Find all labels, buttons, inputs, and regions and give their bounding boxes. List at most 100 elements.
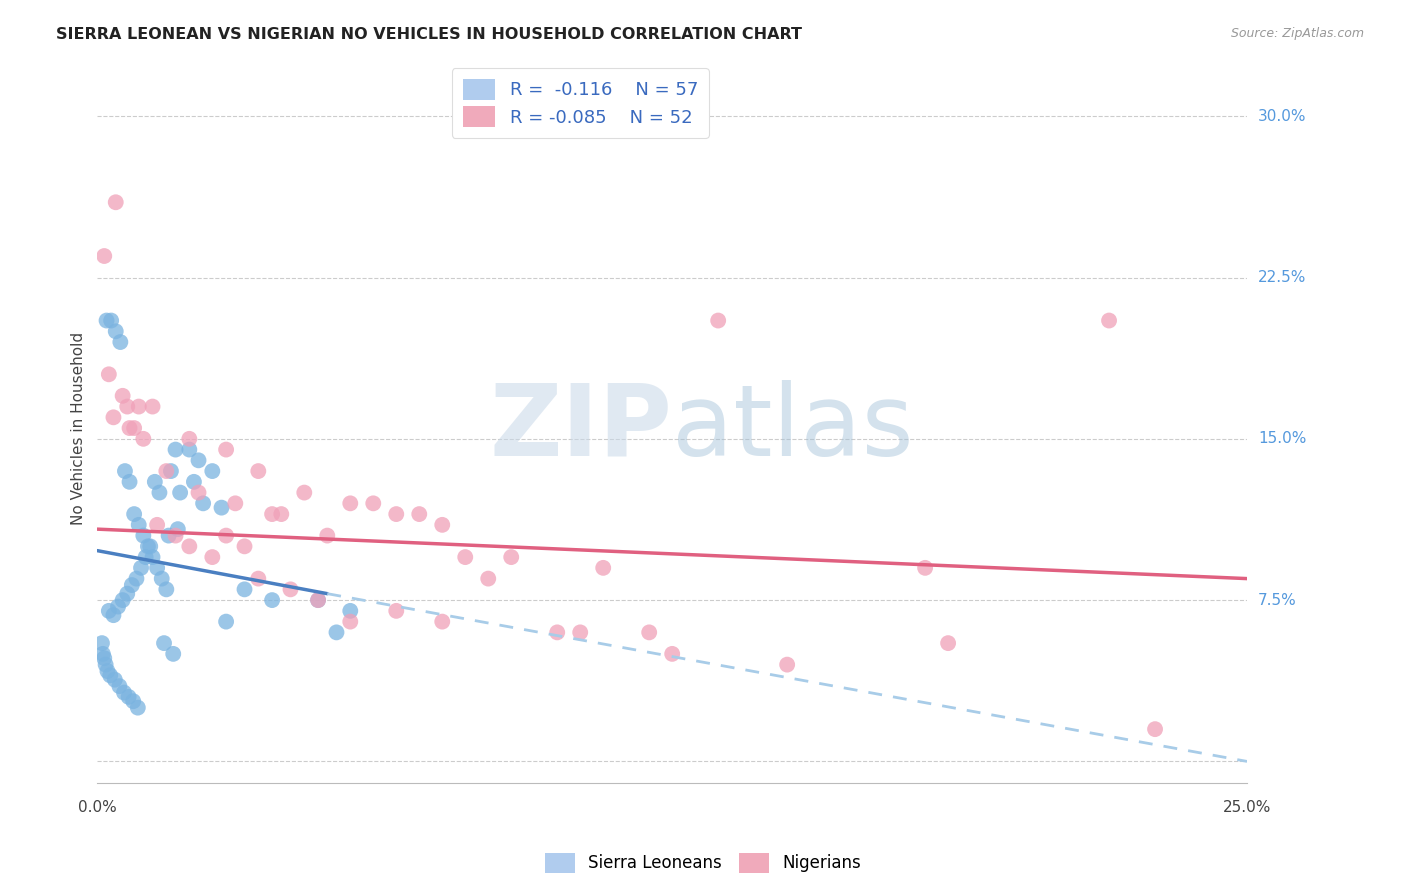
Point — [100, 313, 122, 327]
Point — [96, 313, 118, 327]
Point — [115, 587, 138, 601]
Point — [247, 572, 270, 586]
Point — [1144, 722, 1167, 736]
Point — [454, 550, 477, 565]
Point — [165, 528, 187, 542]
Point — [638, 625, 661, 640]
Point — [361, 496, 384, 510]
Point — [96, 664, 118, 678]
Point — [501, 550, 523, 565]
Point — [94, 657, 117, 672]
Point — [215, 528, 238, 542]
Text: 15.0%: 15.0% — [1258, 432, 1306, 446]
Point — [110, 334, 132, 349]
Point — [122, 507, 145, 521]
Point — [103, 410, 125, 425]
Point — [114, 464, 136, 478]
Text: 30.0%: 30.0% — [1258, 109, 1306, 124]
Text: 7.5%: 7.5% — [1258, 592, 1296, 607]
Point — [201, 550, 224, 565]
Point — [215, 615, 238, 629]
Point — [385, 507, 408, 521]
Point — [166, 522, 188, 536]
Point — [122, 421, 145, 435]
Point — [111, 593, 134, 607]
Point — [91, 647, 114, 661]
Point — [128, 400, 150, 414]
Point — [117, 690, 139, 704]
Point — [146, 517, 169, 532]
Text: 22.5%: 22.5% — [1258, 270, 1306, 285]
Point — [148, 485, 170, 500]
Point — [262, 593, 284, 607]
Point — [153, 636, 176, 650]
Point — [127, 700, 149, 714]
Point — [118, 421, 141, 435]
Text: ZIP: ZIP — [489, 380, 672, 476]
Point — [143, 475, 166, 489]
Point — [129, 561, 152, 575]
Point — [128, 517, 150, 532]
Point — [157, 528, 180, 542]
Point — [187, 485, 209, 500]
Point — [569, 625, 592, 640]
Point — [661, 647, 683, 661]
Point — [201, 464, 224, 478]
Point — [432, 615, 454, 629]
Text: Source: ZipAtlas.com: Source: ZipAtlas.com — [1230, 27, 1364, 40]
Point — [118, 475, 141, 489]
Point — [233, 582, 256, 597]
Point — [103, 608, 125, 623]
Point — [307, 593, 329, 607]
Point — [179, 432, 201, 446]
Point — [122, 694, 145, 708]
Point — [432, 517, 454, 532]
Point — [385, 604, 408, 618]
Point — [936, 636, 959, 650]
Point — [292, 485, 315, 500]
Point — [104, 195, 127, 210]
Point — [592, 561, 614, 575]
Point — [183, 475, 205, 489]
Point — [91, 636, 114, 650]
Point — [165, 442, 187, 457]
Text: atlas: atlas — [672, 380, 914, 476]
Text: 25.0%: 25.0% — [1223, 800, 1271, 815]
Point — [408, 507, 430, 521]
Text: SIERRA LEONEAN VS NIGERIAN NO VEHICLES IN HOUSEHOLD CORRELATION CHART: SIERRA LEONEAN VS NIGERIAN NO VEHICLES I… — [56, 27, 803, 42]
Point — [141, 400, 163, 414]
Point — [280, 582, 302, 597]
Point — [187, 453, 209, 467]
Point — [160, 464, 183, 478]
Point — [546, 625, 568, 640]
Point — [316, 528, 339, 542]
Point — [104, 673, 127, 687]
Point — [93, 651, 115, 665]
Point — [247, 464, 270, 478]
Point — [98, 668, 121, 682]
Point — [146, 561, 169, 575]
Legend: Sierra Leoneans, Nigerians: Sierra Leoneans, Nigerians — [538, 847, 868, 880]
Point — [108, 679, 131, 693]
Point — [125, 572, 148, 586]
Point — [215, 442, 238, 457]
Point — [339, 604, 361, 618]
Point — [136, 539, 159, 553]
Point — [169, 485, 191, 500]
Point — [104, 324, 127, 338]
Point — [135, 550, 157, 565]
Point — [150, 572, 173, 586]
Point — [1098, 313, 1121, 327]
Point — [97, 604, 120, 618]
Point — [224, 496, 246, 510]
Point — [97, 368, 120, 382]
Point — [179, 442, 201, 457]
Point — [111, 389, 134, 403]
Point — [132, 528, 155, 542]
Point — [155, 464, 177, 478]
Point — [141, 550, 163, 565]
Point — [776, 657, 799, 672]
Point — [112, 685, 135, 699]
Point — [132, 432, 155, 446]
Point — [307, 593, 329, 607]
